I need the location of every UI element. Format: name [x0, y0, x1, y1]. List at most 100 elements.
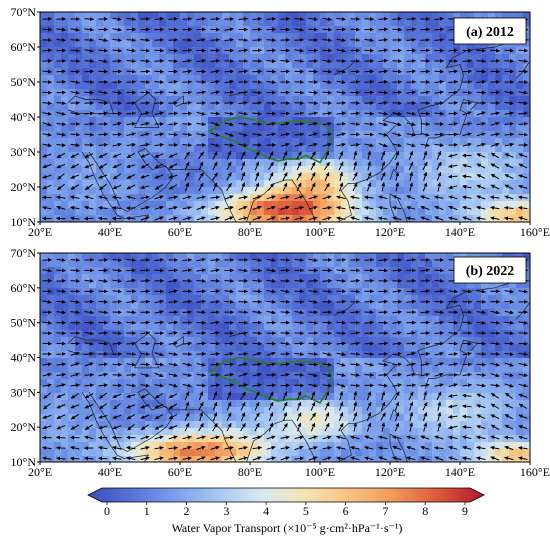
vapor-cell — [502, 316, 510, 324]
vapor-cell — [250, 131, 258, 139]
vapor-cell — [47, 302, 55, 310]
vapor-cell — [257, 145, 265, 153]
vapor-cell — [194, 379, 202, 387]
vapor-cell — [61, 260, 69, 268]
vapor-cell — [187, 309, 195, 317]
vapor-cell — [222, 253, 230, 261]
vapor-cell — [159, 110, 167, 118]
vapor-cell — [264, 215, 272, 222]
vapor-cell — [425, 54, 433, 62]
vapor-cell — [215, 260, 223, 268]
wind-arrow — [98, 38, 108, 43]
vapor-cell — [194, 33, 202, 41]
vapor-cell — [68, 166, 76, 174]
vapor-cell — [61, 208, 69, 216]
vapor-cell — [285, 337, 293, 345]
vapor-cell — [369, 358, 377, 366]
vapor-cell — [152, 295, 160, 303]
vapor-cell — [208, 208, 216, 216]
vapor-cell — [145, 260, 153, 268]
vapor-cell — [376, 260, 384, 268]
vapor-cell — [306, 82, 314, 90]
vapor-cell — [460, 103, 468, 111]
wind-arrow — [112, 153, 122, 158]
vapor-cell — [222, 309, 230, 317]
vapor-cell — [299, 344, 307, 352]
vapor-cell — [341, 400, 349, 408]
vapor-cell — [285, 145, 293, 153]
vapor-cell — [236, 379, 244, 387]
vapor-cell — [236, 117, 244, 125]
vapor-cell — [355, 253, 363, 261]
vapor-cell — [159, 96, 167, 104]
vapor-cell — [208, 260, 216, 268]
vapor-cell — [425, 152, 433, 160]
wind-arrow — [338, 161, 344, 171]
vapor-cell — [327, 103, 335, 111]
vapor-cell — [369, 386, 377, 394]
vapor-cell — [481, 82, 489, 90]
vapor-cell — [292, 26, 300, 34]
vapor-cell — [110, 40, 118, 48]
wind-arrow — [518, 216, 528, 221]
vapor-cell — [166, 201, 174, 209]
vapor-cell — [306, 75, 314, 83]
vapor-cell — [453, 54, 461, 62]
vapor-cell — [481, 215, 489, 222]
vapor-cell — [411, 316, 419, 324]
wind-arrow — [154, 111, 164, 116]
vapor-cell — [425, 124, 433, 132]
vapor-cell — [313, 274, 321, 282]
vapor-cell — [103, 351, 111, 359]
vapor-cell — [124, 274, 132, 282]
vapor-cell — [425, 201, 433, 209]
vapor-cell — [348, 400, 356, 408]
vapor-cell — [460, 117, 468, 125]
wind-arrow — [84, 121, 94, 126]
vapor-cell — [495, 351, 503, 359]
vapor-cell — [516, 89, 524, 97]
vapor-cell — [292, 365, 300, 373]
vapor-cell — [208, 82, 216, 90]
vapor-cell — [418, 12, 426, 20]
vapor-cell — [208, 54, 216, 62]
vapor-cell — [278, 400, 286, 408]
vapor-cell — [453, 180, 461, 188]
vapor-cell — [159, 40, 167, 48]
vapor-cell — [82, 75, 90, 83]
lon-tick-label: 100°E — [305, 225, 335, 239]
vapor-cell — [285, 103, 293, 111]
vapor-cell — [194, 187, 202, 195]
vapor-cell — [376, 358, 384, 366]
vapor-cell — [222, 302, 230, 310]
vapor-cell — [341, 19, 349, 27]
wind-arrow — [476, 163, 486, 169]
wind-arrow — [504, 142, 514, 147]
vapor-cell — [208, 393, 216, 401]
vapor-cell — [460, 309, 468, 317]
vapor-cell — [341, 253, 349, 261]
vapor-cell — [383, 274, 391, 282]
wind-arrow — [409, 171, 414, 182]
vapor-cell — [82, 19, 90, 27]
vapor-cell — [103, 12, 111, 20]
wind-arrow — [140, 205, 150, 210]
vapor-cell — [334, 302, 342, 310]
vapor-cell — [474, 75, 482, 83]
wind-arrow — [224, 143, 234, 148]
vapor-cell — [152, 68, 160, 76]
vapor-cell — [173, 414, 181, 422]
vapor-cell — [271, 302, 279, 310]
vapor-cell — [145, 344, 153, 352]
wind-arrow — [238, 90, 248, 95]
vapor-cell — [82, 316, 90, 324]
vapor-cell — [103, 274, 111, 282]
vapor-cell — [117, 428, 125, 436]
wind-arrow — [126, 174, 136, 179]
vapor-cell — [362, 323, 370, 331]
vapor-cell — [397, 372, 405, 380]
vapor-cell — [180, 82, 188, 90]
vapor-cell — [264, 68, 272, 76]
vapor-cell — [215, 173, 223, 181]
vapor-cell — [47, 428, 55, 436]
